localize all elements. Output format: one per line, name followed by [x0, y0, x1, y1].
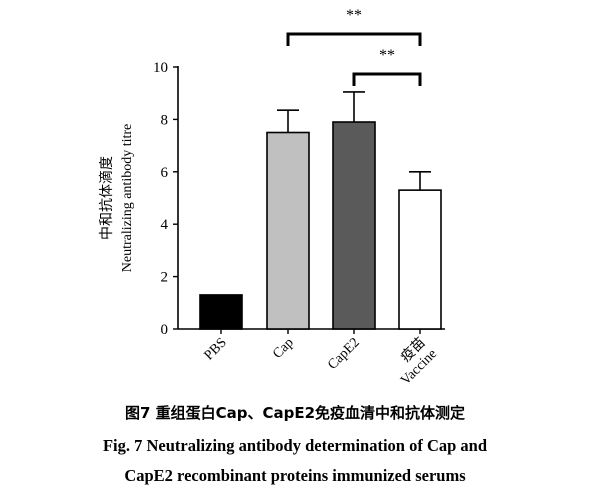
x-tick-label-line: PBS [202, 335, 230, 363]
bar [266, 131, 310, 330]
y-tick-label: 6 [161, 165, 169, 181]
x-tick-label: PBS [202, 335, 230, 363]
significance-label: ** [379, 47, 395, 64]
y-tick-label: 2 [161, 270, 169, 286]
y-tick-label: 0 [161, 322, 169, 338]
significance-bracket [286, 32, 422, 46]
bar-chart: 0 2 4 6 8 10 PBS Cap CapE2 疫苗Vaccine ** ** 中和抗体滴度 Neu… [98, 7, 445, 389]
y-axis-label-english: Neutralizing antibody titre [120, 124, 135, 273]
figure-caption-english-line2: CapE2 recombinant proteins immunized ser… [124, 466, 466, 485]
bar [332, 121, 376, 330]
y-tick-label: 8 [161, 112, 169, 128]
x-tick-label: CapE2 [325, 335, 363, 373]
y-tick-label: 4 [161, 217, 169, 233]
x-tick-label-line: CapE2 [325, 335, 363, 373]
bar [199, 294, 243, 330]
y-tick-label: 10 [153, 60, 168, 76]
chart-significance-brackets [286, 32, 422, 86]
chart-bars [199, 121, 442, 330]
bar [398, 189, 442, 330]
chart-error-bars [277, 91, 431, 191]
significance-bracket [352, 72, 422, 86]
figure-caption-chinese: 图7 重组蛋白Cap、CapE2免疫血清中和抗体测定 [124, 404, 466, 422]
figure-caption-english-line1: Fig. 7 Neutralizing antibody determinati… [102, 436, 488, 455]
x-tick-label: 疫苗Vaccine [386, 335, 440, 389]
significance-label: ** [346, 7, 362, 24]
x-tick-label-line: Cap [270, 335, 297, 362]
x-tick-label: Cap [270, 335, 297, 362]
y-axis-label-chinese: 中和抗体滴度 [98, 156, 115, 240]
